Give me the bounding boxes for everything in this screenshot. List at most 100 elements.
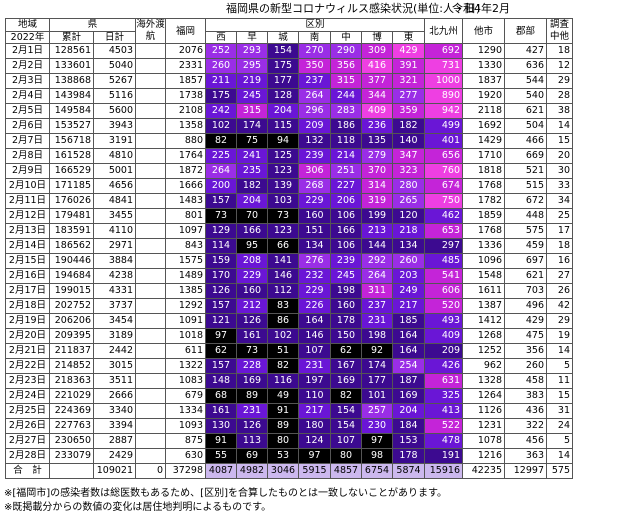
table-row: 2月26日 227763 3394 1093 130 126 89 180 154 230 184 5… [5, 418, 573, 434]
ward-chuo-cell: 239 [330, 253, 362, 269]
ward-higashi-cell: 359 [392, 103, 425, 119]
report-title: 福岡県の新型コロナウィルス感染状況(単位:人・日) [226, 2, 481, 15]
fukuoka-cell: 1334 [165, 403, 206, 419]
ward-nishi-cell: 159 [205, 253, 237, 269]
county-cell: 466 [504, 133, 547, 149]
ward-sawara-cell: 293 [236, 43, 268, 59]
investigating-cell: 29 [546, 313, 573, 329]
other-city-cell: 1328 [462, 373, 505, 389]
table-row: 2月14日 186562 2971 843 114 95 66 134 106 144 134 297… [5, 238, 573, 254]
ward-nishi-cell: 148 [205, 373, 237, 389]
other-city-cell: 1330 [462, 58, 505, 74]
overseas-cell [135, 103, 166, 119]
ward-jonan-cell: 49 [267, 388, 299, 404]
ward-jonan-cell: 82 [267, 358, 299, 374]
ward-higashi-cell: 140 [392, 133, 425, 149]
ward-chuo-cell: 178 [330, 313, 362, 329]
ward-jonan-cell: 89 [267, 418, 299, 434]
ward-chuo-cell: 154 [330, 418, 362, 434]
header-investigating: 調査中他 [546, 18, 573, 44]
daily-cell: 4841 [93, 193, 136, 209]
ward-hakata-cell: 231 [361, 313, 393, 329]
investigating-cell: 17 [546, 223, 573, 239]
fukuoka-cell: 1666 [165, 178, 206, 194]
fukuoka-cell: 1091 [165, 313, 206, 329]
kitakyushu-cell: 1000 [424, 73, 463, 89]
date-cell: 2月27日 [5, 433, 50, 449]
overseas-cell [135, 238, 166, 254]
ward-hakata-cell: 236 [361, 118, 393, 134]
fukuoka-cell: 1292 [165, 298, 206, 314]
ward-hakata-cell: 174 [361, 358, 393, 374]
kitakyushu-cell: 541 [424, 268, 463, 284]
fukuoka-cell: 611 [165, 343, 206, 359]
daily-cell: 2971 [93, 238, 136, 254]
ward-hakata-cell: 416 [361, 58, 393, 74]
kitakyushu-cell: 426 [424, 358, 463, 374]
daily-cell: 4810 [93, 148, 136, 164]
ward-minami-cell: 296 [298, 103, 331, 119]
ward-hakata-cell: 257 [361, 403, 393, 419]
ward-higashi-cell: 182 [392, 118, 425, 134]
county-cell: 515 [504, 178, 547, 194]
daily-cell: 4110 [93, 223, 136, 239]
overseas-cell [135, 343, 166, 359]
table-row: 2月27日 230650 2887 875 91 113 80 124 107 97 153 478 1… [5, 433, 573, 449]
ward-higashi-cell: 321 [392, 73, 425, 89]
overseas-cell [135, 388, 166, 404]
ward-jonan-cell: 204 [267, 103, 299, 119]
cumulative-cell: 230650 [49, 433, 94, 449]
cumulative-cell: 133601 [49, 58, 94, 74]
ward-higashi-cell: 260 [392, 253, 425, 269]
header-pref: 県 [49, 18, 136, 32]
date-cell: 2月20日 [5, 328, 50, 344]
overseas-cell [135, 148, 166, 164]
county-cell: 383 [504, 388, 547, 404]
kitakyushu-cell: 209 [424, 343, 463, 359]
ward-hakata-cell: 311 [361, 283, 393, 299]
table-row: 2月17日 199015 4331 1385 126 160 112 229 198 311 249… [5, 283, 573, 299]
report-month: 令和4年2月 [452, 2, 510, 15]
kitakyushu-cell: 485 [424, 253, 463, 269]
kitakyushu-cell: 493 [424, 313, 463, 329]
ward-chuo-cell: 245 [330, 268, 362, 284]
ward-higashi-cell: 204 [392, 403, 425, 419]
ward-higashi-cell: 134 [392, 238, 425, 254]
fukuoka-cell: 679 [165, 388, 206, 404]
ward-nishi-cell: 102 [205, 118, 237, 134]
daily-cell: 3015 [93, 358, 136, 374]
ward-nishi-cell: 97 [205, 328, 237, 344]
ward-jonan-cell: 66 [267, 238, 299, 254]
ward-higashi-cell: 391 [392, 58, 425, 74]
ward-higashi-cell: 265 [392, 193, 425, 209]
ward-jonan-cell: 51 [267, 343, 299, 359]
investigating-cell: 18 [546, 238, 573, 254]
ward-sawara-cell: 166 [236, 223, 268, 239]
date-cell: 2月6日 [5, 118, 50, 134]
daily-cell: 2887 [93, 433, 136, 449]
ward-jonan-cell: 112 [267, 283, 299, 299]
ward-jonan-cell: 80 [267, 433, 299, 449]
ward-nishi-cell: 175 [205, 88, 237, 104]
kitakyushu-cell: 692 [424, 43, 463, 59]
ward-hakata-cell: 92 [361, 343, 393, 359]
cumulative-cell: 128561 [49, 43, 94, 59]
ward-jonan-cell: 94 [267, 133, 299, 149]
ward-higashi-cell: 178 [392, 448, 425, 464]
ward-jonan-cell: 125 [267, 148, 299, 164]
ward-nishi-cell: 225 [205, 148, 237, 164]
kitakyushu-cell: 413 [424, 403, 463, 419]
ward-sawara-cell: 126 [236, 418, 268, 434]
ward-jonan-cell: 139 [267, 178, 299, 194]
table-row: 2月12日 179481 3455 801 73 70 73 160 106 199 120 462 1… [5, 208, 573, 224]
other-city-cell: 1336 [462, 238, 505, 254]
table-row: 2月20日 209395 3189 1018 97 161 102 146 150 198 164 4… [5, 328, 573, 344]
county-cell: 356 [504, 343, 547, 359]
investigating-cell: 34 [546, 193, 573, 209]
ward-minami-cell: 146 [298, 328, 331, 344]
cumulative-cell: 186562 [49, 238, 94, 254]
ward-minami-cell: 164 [298, 313, 331, 329]
other-city-cell: 1387 [462, 298, 505, 314]
ward-jonan-cell: 53 [267, 448, 299, 464]
ward-nishi-cell: 130 [205, 418, 237, 434]
